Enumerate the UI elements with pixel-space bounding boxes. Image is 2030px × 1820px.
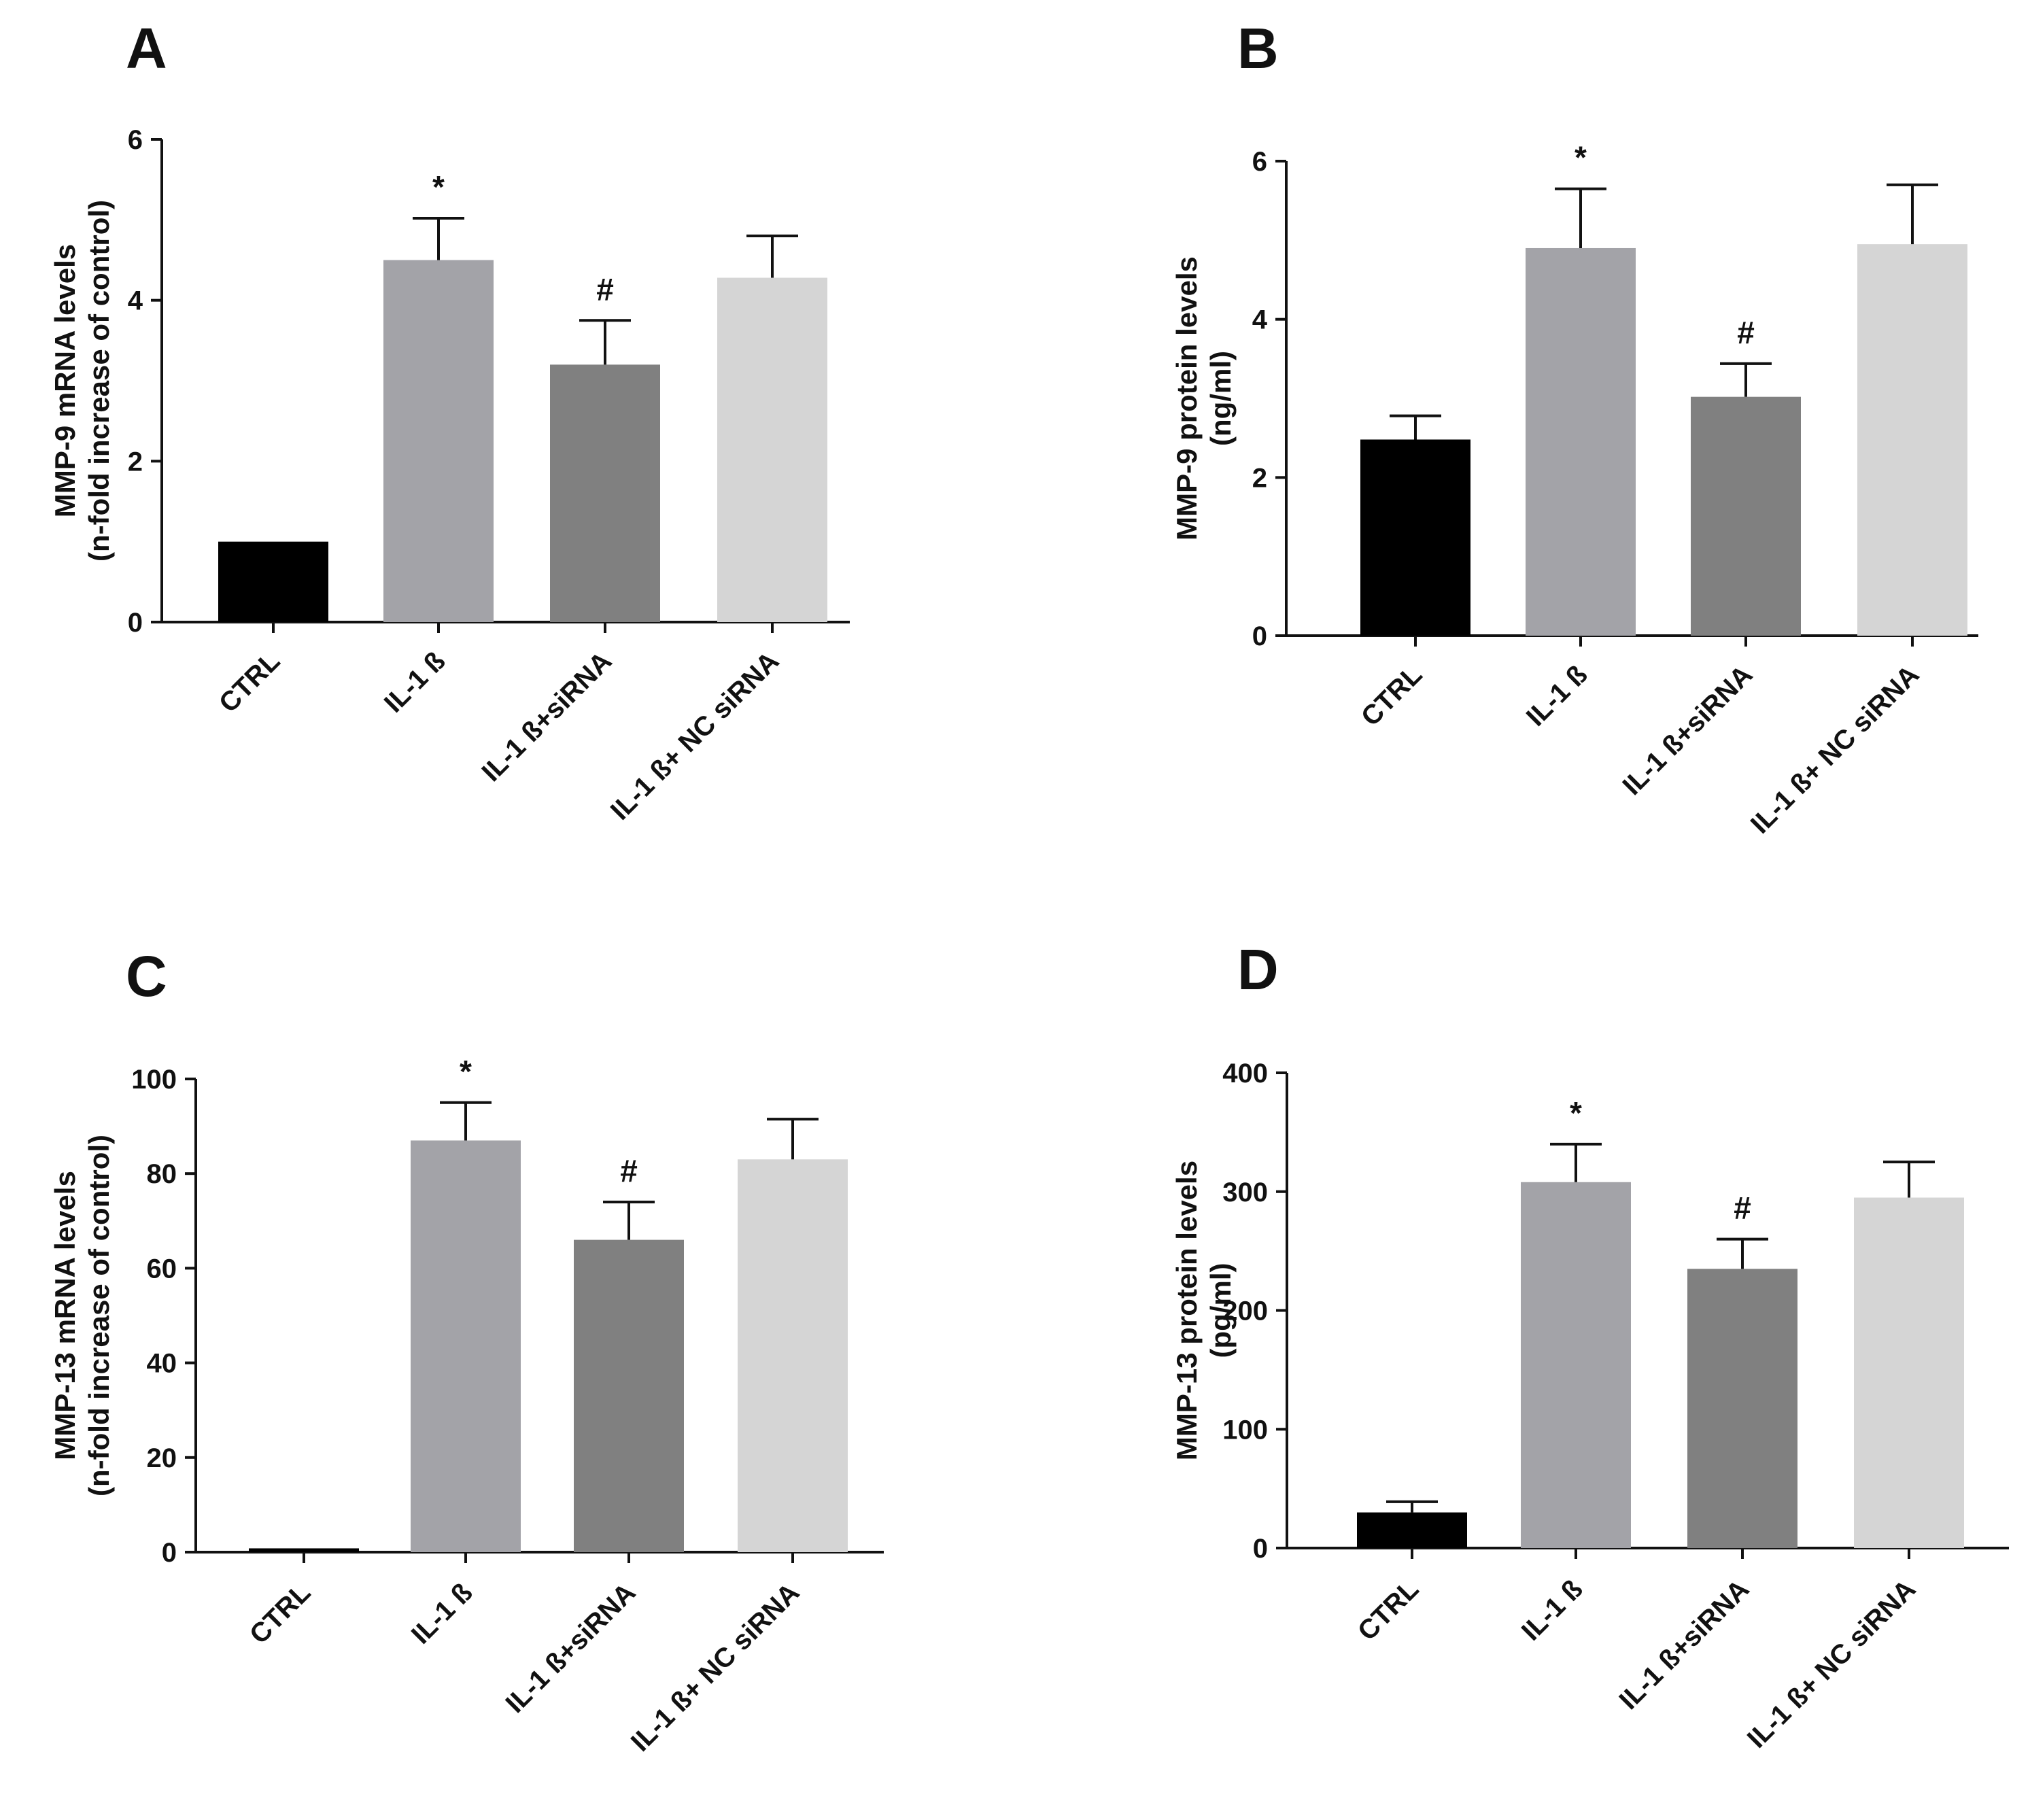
y-axis-label-line-b: (ng/ml) [1205, 351, 1237, 446]
y-tick-label-a: 6 [128, 125, 143, 155]
y-tick-label-c: 0 [162, 1538, 177, 1568]
bar-a-ctrl [218, 541, 328, 622]
bar-c-ctrl [249, 1548, 359, 1552]
y-axis-label-line-d: (pg/ml) [1205, 1263, 1237, 1358]
y-tick-label-b: 2 [1252, 463, 1267, 493]
category-label-d-ctrl: CTRL [1352, 1574, 1425, 1647]
category-label-a-il1b: IL-1 ß [379, 646, 451, 719]
bar-b-il1b-nc-sirna [1857, 244, 1967, 636]
significance-mark-b-il1b: * [1575, 140, 1587, 175]
y-axis-label-a: MMP-9 mRNA levels(n-fold increase of con… [49, 200, 115, 562]
bar-c-il1b-nc-sirna [738, 1159, 848, 1552]
y-axis-label-b: MMP-9 protein levels(ng/ml) [1171, 256, 1237, 540]
bar-a-il1b-sirna [550, 364, 660, 622]
significance-mark-d-il1b-sirna: # [1734, 1190, 1751, 1226]
bar-d-il1b [1521, 1182, 1631, 1548]
chart-panel-c: C 0 20 40 60 80 100 MMP-13 mRNA levels(n-fold i… [49, 944, 884, 1757]
significance-mark-b-il1b-sirna: # [1737, 315, 1755, 350]
category-label-c-ctrl: CTRL [244, 1577, 317, 1650]
bar-d-il1b-sirna [1687, 1269, 1797, 1548]
y-tick-label-d: 0 [1253, 1534, 1268, 1564]
category-label-b-il1b-nc-sirna: IL-1 ß+ NC siRNA [1745, 659, 1925, 839]
y-axis-label-c: MMP-13 mRNA levels(n-fold increase of co… [49, 1135, 115, 1496]
y-tick-label-c: 20 [147, 1443, 177, 1473]
y-tick-label-c: 60 [147, 1254, 177, 1284]
category-label-d-il1b: IL-1 ß [1516, 1574, 1589, 1647]
bar-b-ctrl [1360, 439, 1470, 636]
category-label-a-il1b-sirna: IL-1 ß+siRNA [476, 646, 617, 787]
category-label-c-il1b-nc-sirna: IL-1 ß+ NC siRNA [625, 1577, 805, 1757]
significance-mark-c-il1b: * [460, 1054, 472, 1089]
y-tick-label-c: 40 [147, 1349, 177, 1379]
bar-d-ctrl [1357, 1512, 1467, 1548]
category-label-b-ctrl: CTRL [1356, 659, 1428, 732]
y-tick-label-c: 80 [147, 1159, 177, 1189]
significance-mark-a-il1b: * [432, 169, 445, 205]
y-axis-label-line-d: MMP-13 protein levels [1171, 1161, 1203, 1460]
y-tick-label-a: 4 [128, 286, 143, 316]
chart-panel-d: D 0 100 200 300 400 MMP-13 protein levels(pg/m… [1171, 938, 2009, 1754]
bar-a-il1b [383, 260, 494, 622]
category-label-c-il1b-sirna: IL-1 ß+siRNA [500, 1577, 641, 1719]
category-label-a-ctrl: CTRL [213, 646, 286, 719]
y-tick-label-b: 0 [1252, 621, 1267, 651]
y-tick-label-d: 200 [1222, 1297, 1268, 1326]
bar-d-il1b-nc-sirna [1854, 1197, 1964, 1548]
category-label-b-il1b: IL-1 ß [1521, 659, 1594, 732]
y-tick-label-b: 6 [1252, 147, 1267, 177]
panel-letter-d: D [1237, 938, 1279, 1001]
bar-c-il1b-sirna [574, 1239, 684, 1552]
y-tick-label-d: 400 [1222, 1059, 1268, 1088]
bar-c-il1b [411, 1140, 521, 1552]
y-tick-label-d: 100 [1222, 1415, 1268, 1445]
y-axis-label-line-a: (n-fold increase of control) [83, 200, 115, 562]
panel-letter-b: B [1237, 16, 1279, 80]
y-axis-label-line-a: MMP-9 mRNA levels [49, 244, 81, 517]
y-axis-label-line-c: (n-fold increase of control) [83, 1135, 115, 1496]
y-tick-label-a: 0 [128, 608, 143, 638]
chart-panel-b: B 0 2 4 6 MMP-9 protein levels(ng/ml) CTRL * IL-… [1171, 16, 1978, 840]
bar-b-il1b-sirna [1691, 396, 1801, 636]
y-axis-label-line-c: MMP-13 mRNA levels [49, 1171, 81, 1460]
chart-panel-a: A 0 2 4 6 MMP-9 mRNA levels(n-fold increase o… [49, 16, 850, 826]
category-label-d-il1b-sirna: IL-1 ß+siRNA [1613, 1574, 1755, 1715]
category-label-b-il1b-sirna: IL-1 ß+siRNA [1617, 659, 1758, 801]
panel-letter-c: C [126, 944, 167, 1008]
significance-mark-a-il1b-sirna: # [596, 271, 614, 307]
significance-mark-c-il1b-sirna: # [620, 1153, 638, 1188]
significance-mark-d-il1b: * [1570, 1095, 1582, 1131]
bar-b-il1b [1526, 247, 1636, 636]
y-tick-label-b: 4 [1252, 305, 1268, 335]
y-axis-label-d: MMP-13 protein levels(pg/ml) [1171, 1161, 1237, 1460]
category-label-d-il1b-nc-sirna: IL-1 ß+ NC siRNA [1742, 1574, 1921, 1753]
y-axis-label-line-b: MMP-9 protein levels [1171, 256, 1203, 540]
category-label-c-il1b: IL-1 ß [406, 1577, 479, 1650]
y-tick-label-a: 2 [128, 447, 143, 477]
y-tick-label-d: 300 [1222, 1178, 1268, 1207]
bar-a-il1b-nc-sirna [717, 277, 827, 622]
y-tick-label-c: 100 [131, 1065, 177, 1095]
panel-letter-a: A [126, 16, 167, 80]
category-label-a-il1b-nc-sirna: IL-1 ß+ NC siRNA [605, 646, 785, 825]
